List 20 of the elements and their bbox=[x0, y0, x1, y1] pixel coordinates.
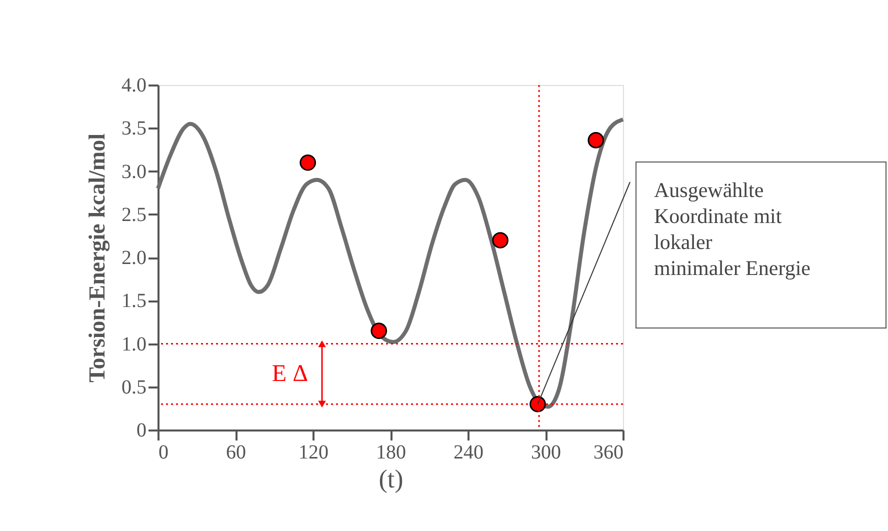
y-tick-label: 2.0 bbox=[122, 247, 146, 269]
x-tick-label: 0 bbox=[158, 442, 168, 464]
y-axis-title: Torsion-Energie kcal/mol bbox=[84, 134, 110, 382]
annotation: Ausgewählte Koordinate mit lokaler minimaler Energie bbox=[654, 178, 810, 280]
x-tick-label: 180 bbox=[376, 442, 406, 464]
y-tick-label: 1.0 bbox=[122, 333, 146, 356]
y-tick-label: 2.5 bbox=[122, 204, 146, 226]
x-tick-label: 240 bbox=[454, 442, 484, 464]
y-tick-label: 1.5 bbox=[122, 290, 146, 312]
x-axis-title: (t) bbox=[378, 464, 404, 494]
annotation: E Δ bbox=[272, 360, 308, 387]
x-tick-label: 300 bbox=[531, 442, 561, 464]
y-tick-label: 0.5 bbox=[122, 376, 146, 398]
y-tick-label: 0 bbox=[136, 420, 146, 442]
x-tick-label: 120 bbox=[298, 442, 328, 464]
y-tick-label: 3.5 bbox=[122, 118, 146, 140]
y-tick-label: 4.0 bbox=[122, 74, 146, 96]
y-tick-label: 3.0 bbox=[122, 160, 146, 183]
x-tick-label: 60 bbox=[226, 442, 246, 464]
x-tick-label: 360 bbox=[594, 442, 624, 464]
